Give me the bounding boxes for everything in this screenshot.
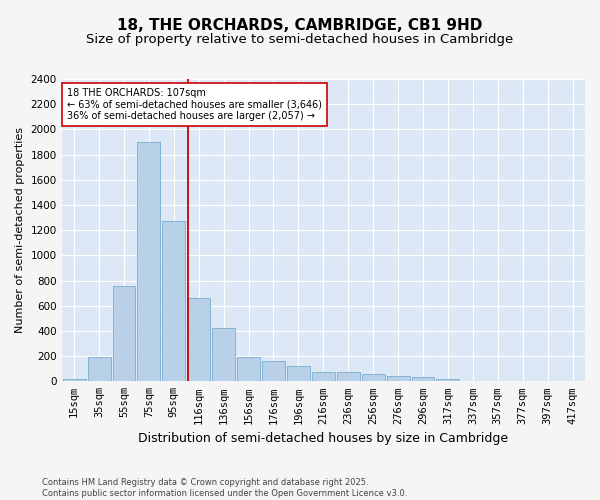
Bar xyxy=(237,356,260,382)
X-axis label: Distribution of semi-detached houses by size in Cambridge: Distribution of semi-detached houses by … xyxy=(138,432,508,445)
Text: Contains HM Land Registry data © Crown copyright and database right 2025.
Contai: Contains HM Land Registry data © Crown c… xyxy=(42,478,407,498)
Text: 18, THE ORCHARDS, CAMBRIDGE, CB1 9HD: 18, THE ORCHARDS, CAMBRIDGE, CB1 9HD xyxy=(118,18,482,32)
Bar xyxy=(62,379,86,382)
Bar xyxy=(262,361,285,382)
Bar xyxy=(187,298,210,382)
Bar xyxy=(436,379,460,382)
Bar xyxy=(212,328,235,382)
Bar xyxy=(412,377,434,382)
Bar xyxy=(362,374,385,382)
Bar xyxy=(113,286,136,382)
Bar xyxy=(163,222,185,382)
Bar xyxy=(287,366,310,382)
Bar xyxy=(137,142,160,382)
Y-axis label: Number of semi-detached properties: Number of semi-detached properties xyxy=(15,127,25,333)
Bar xyxy=(312,372,335,382)
Bar xyxy=(337,372,360,382)
Bar xyxy=(461,380,484,382)
Bar xyxy=(386,376,410,382)
Bar xyxy=(88,358,110,382)
Text: Size of property relative to semi-detached houses in Cambridge: Size of property relative to semi-detach… xyxy=(86,34,514,46)
Text: 18 THE ORCHARDS: 107sqm
← 63% of semi-detached houses are smaller (3,646)
36% of: 18 THE ORCHARDS: 107sqm ← 63% of semi-de… xyxy=(67,88,322,122)
